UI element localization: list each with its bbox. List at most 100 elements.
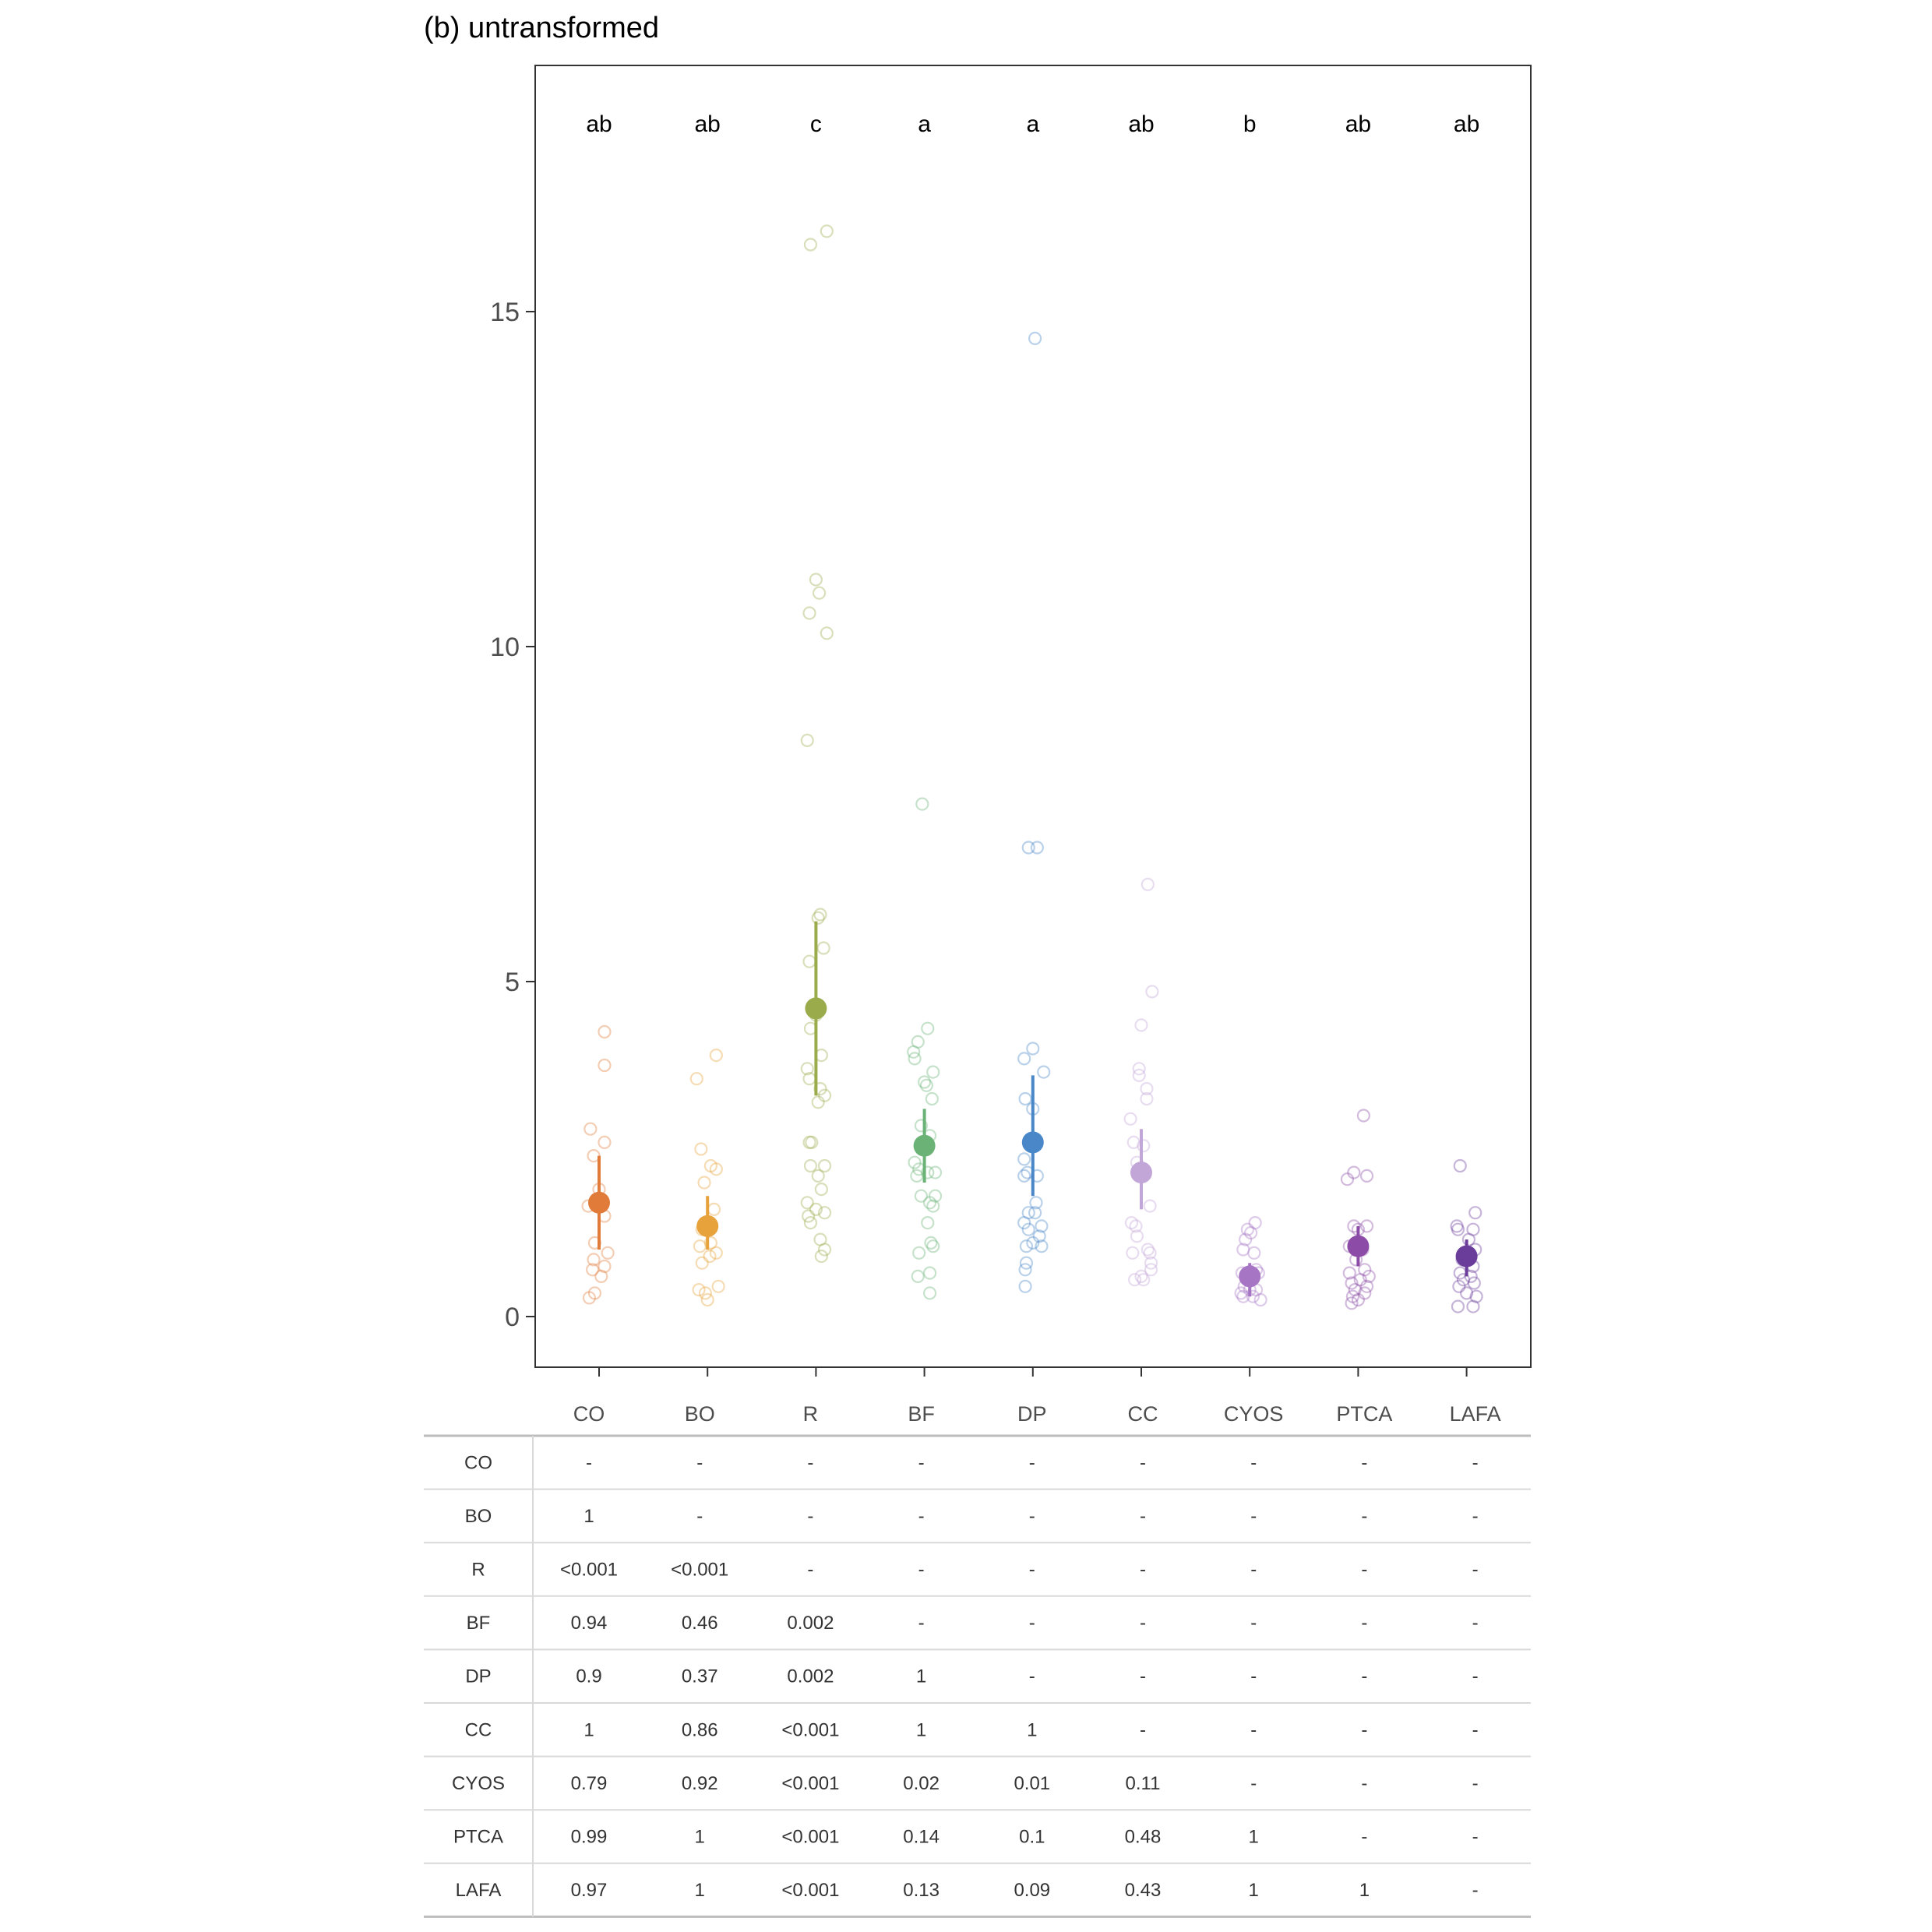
data-point <box>1017 1152 1031 1166</box>
table-cell: <0.001 <box>781 1880 839 1901</box>
data-point <box>1028 1206 1042 1220</box>
table-cell: 0.94 <box>571 1613 608 1634</box>
table-cell: 1 <box>916 1666 926 1687</box>
table-cell: - <box>696 1506 703 1527</box>
column-header: PTCA <box>1336 1402 1392 1426</box>
data-point <box>1017 1169 1031 1183</box>
data-point <box>1028 331 1042 345</box>
mean-point <box>696 1215 719 1237</box>
table-cell: 1 <box>1249 1880 1259 1901</box>
data-point <box>586 1263 600 1277</box>
data-point <box>1358 1286 1372 1300</box>
data-point <box>1234 1286 1248 1300</box>
data-point <box>802 1209 816 1223</box>
data-point <box>1021 841 1035 855</box>
mean-point <box>1021 1131 1044 1154</box>
data-point <box>598 1024 612 1039</box>
data-point <box>1468 1206 1482 1220</box>
mean-point <box>1455 1245 1478 1267</box>
table-cell: - <box>1140 1560 1146 1581</box>
table-cell: 0.92 <box>682 1773 718 1794</box>
data-point <box>1126 1246 1140 1260</box>
table-cell: 0.002 <box>787 1666 834 1687</box>
data-point <box>922 1286 937 1300</box>
data-point <box>914 1189 929 1203</box>
data-point <box>800 733 814 748</box>
table-cell: - <box>586 1452 592 1473</box>
data-point <box>1359 1169 1374 1183</box>
data-point <box>1137 1139 1151 1153</box>
table-cell: - <box>807 1506 813 1527</box>
data-point <box>1362 1269 1376 1284</box>
data-point <box>809 1202 823 1217</box>
data-point <box>1451 1299 1465 1313</box>
row-label: BO <box>465 1506 492 1527</box>
data-point <box>907 1045 921 1059</box>
row-label: CC <box>465 1719 492 1740</box>
data-point <box>1140 1081 1154 1096</box>
data-point <box>695 1256 709 1270</box>
data-point <box>582 1291 597 1305</box>
table-cell: 0.09 <box>1014 1880 1050 1901</box>
table-cell: - <box>1250 1773 1257 1794</box>
table-cell: - <box>1361 1666 1367 1687</box>
table-cell: 1 <box>1359 1880 1370 1901</box>
data-point <box>811 911 825 925</box>
data-point <box>1466 1299 1480 1313</box>
data-point <box>1143 1199 1157 1213</box>
table-cell: 0.14 <box>903 1827 940 1848</box>
row-label: BF <box>467 1613 491 1634</box>
table-cell: - <box>918 1613 925 1634</box>
data-point <box>817 1243 832 1257</box>
table-cell: <0.001 <box>671 1560 728 1581</box>
table-cell: - <box>1472 1773 1479 1794</box>
table-cell: 0.48 <box>1125 1827 1162 1848</box>
table-cell: - <box>1140 1719 1146 1740</box>
table-cell: - <box>1361 1827 1367 1848</box>
data-point <box>1236 1243 1250 1257</box>
table-cell: - <box>1029 1452 1035 1473</box>
data-point <box>1026 1236 1040 1250</box>
table-cell: 1 <box>695 1827 705 1848</box>
data-point <box>583 1122 598 1136</box>
table-cell: - <box>918 1560 925 1581</box>
table-cell: - <box>1472 1452 1479 1473</box>
table-cell: - <box>918 1452 925 1473</box>
data-point <box>800 1196 814 1210</box>
pvalue-table: CO BO R BF DP CC CYOS PTCA LAFA CO - - - - - - - - - BO 1 - - -… <box>424 1402 1531 1918</box>
table-cell: - <box>1361 1719 1367 1740</box>
row-label: DP <box>465 1666 491 1687</box>
data-point <box>1130 1229 1144 1243</box>
data-point <box>1359 1219 1374 1233</box>
data-point <box>1240 1222 1255 1236</box>
table-cell: - <box>1140 1613 1146 1634</box>
table-cell: 0.1 <box>1019 1827 1045 1848</box>
row-label: LAFA <box>456 1880 502 1901</box>
data-point <box>1453 1266 1467 1280</box>
table-cell: - <box>807 1452 813 1473</box>
table-cell: <0.001 <box>781 1827 839 1848</box>
group-letter: ab <box>695 111 721 137</box>
data-point <box>1239 1232 1253 1246</box>
data-point <box>921 1165 935 1179</box>
data-point <box>693 1239 707 1253</box>
data-point <box>1358 1263 1372 1277</box>
data-point <box>1340 1172 1355 1186</box>
data-point <box>1356 1109 1370 1123</box>
data-point <box>697 1176 711 1190</box>
data-point <box>1035 1239 1049 1253</box>
data-point <box>924 1236 938 1250</box>
data-point <box>811 1169 825 1183</box>
table-cell: 1 <box>695 1880 705 1901</box>
table-cell: 1 <box>583 1719 594 1740</box>
data-point <box>820 224 834 238</box>
data-point <box>803 238 818 252</box>
table-cell: - <box>1029 1666 1035 1687</box>
data-point <box>1461 1232 1475 1246</box>
y-tick-label: 15 <box>490 298 520 327</box>
data-point <box>803 1158 818 1173</box>
table-cell: - <box>1250 1613 1257 1634</box>
data-point <box>928 1165 943 1179</box>
data-point <box>1345 1289 1360 1303</box>
